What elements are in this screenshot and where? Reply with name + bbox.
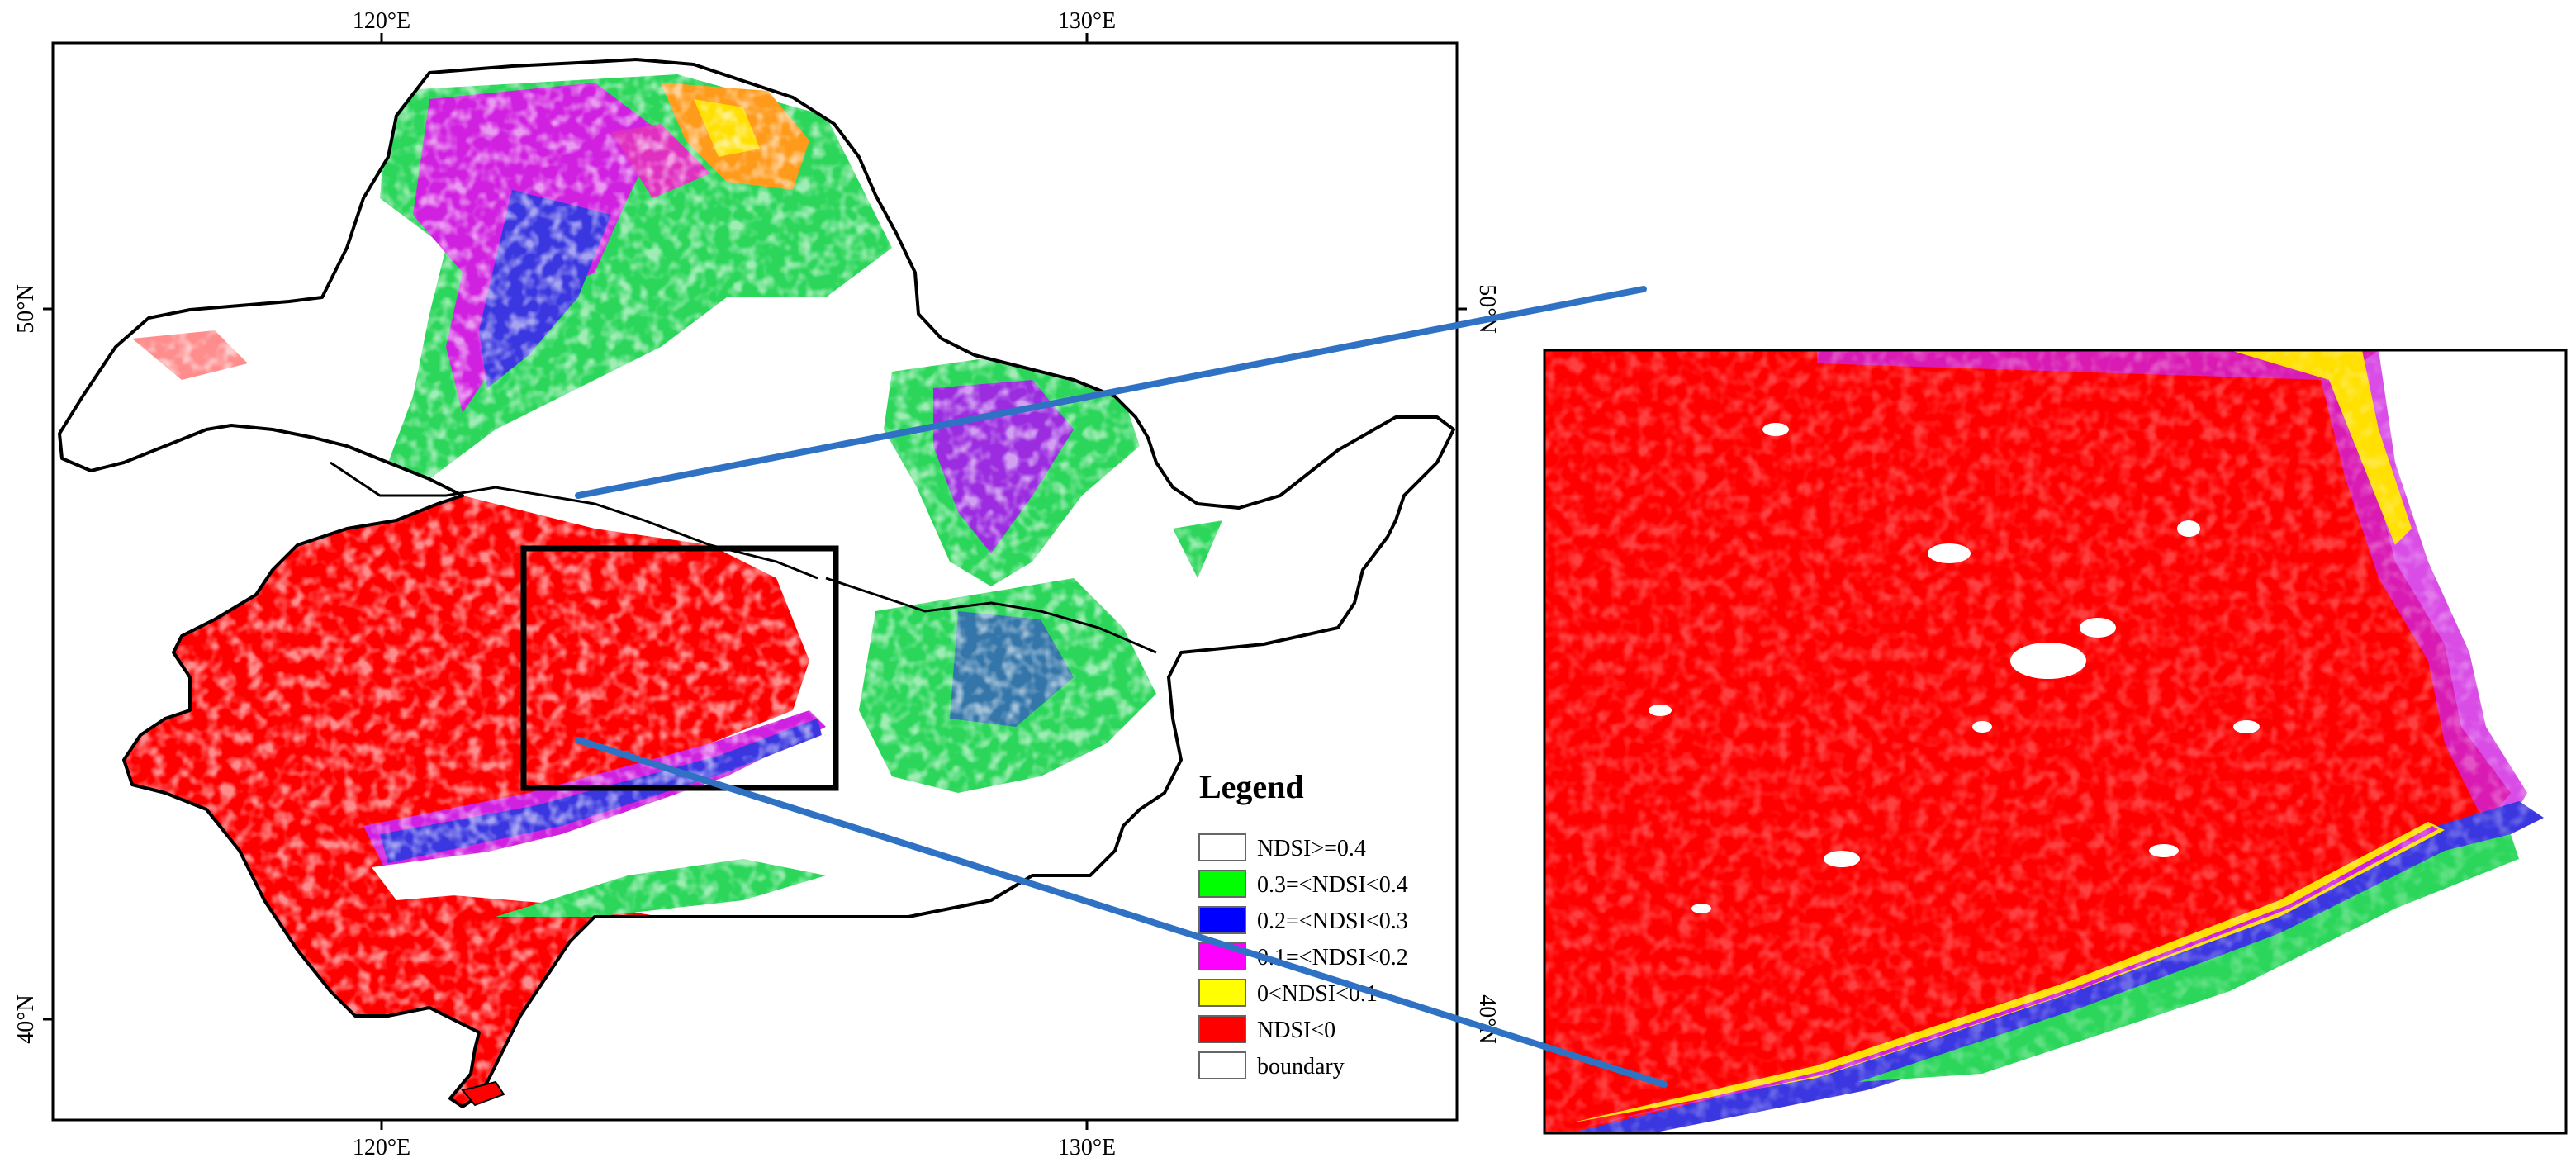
zoom-box bbox=[520, 545, 839, 791]
legend-swatch bbox=[1198, 1015, 1246, 1043]
internal-boundary bbox=[330, 461, 818, 580]
right-label-40n: 40°N bbox=[1474, 994, 1500, 1043]
callout-line-lower bbox=[575, 737, 1668, 1088]
island bbox=[461, 1080, 505, 1107]
legend-label: NDSI>=0.4 bbox=[1257, 836, 1366, 861]
inset-map bbox=[1543, 349, 2568, 1135]
right-label-50n: 50°N bbox=[1474, 284, 1500, 333]
legend-swatch bbox=[1198, 1051, 1246, 1079]
legend-title: Legend bbox=[1199, 768, 1304, 805]
legend-label: NDSI<0 bbox=[1257, 1018, 1335, 1043]
legend-swatch bbox=[1198, 870, 1246, 898]
bottom-label-130e: 130°E bbox=[1058, 1135, 1116, 1160]
legend-label: 0.3=<NDSI<0.4 bbox=[1257, 872, 1408, 898]
top-label-130e: 130°E bbox=[1058, 8, 1116, 34]
legend: Legend NDSI>=0.4 0.3=<NDSI<0.4 0.2=<NDSI<0… bbox=[1198, 768, 1408, 1079]
callout-line-upper bbox=[575, 286, 1647, 499]
bottom-label-120e: 120°E bbox=[353, 1135, 410, 1160]
legend-label: 0.2=<NDSI<0.3 bbox=[1257, 909, 1408, 934]
province-boundary bbox=[58, 58, 1455, 1108]
top-label-120e: 120°E bbox=[353, 8, 410, 34]
left-label-50n: 50°N bbox=[13, 284, 39, 333]
internal-boundary-east bbox=[825, 577, 1157, 654]
legend-label: boundary bbox=[1257, 1054, 1345, 1079]
legend-swatch bbox=[1198, 833, 1246, 861]
left-label-40n: 40°N bbox=[13, 994, 39, 1043]
legend-swatch bbox=[1198, 979, 1246, 1007]
legend-swatch bbox=[1198, 906, 1246, 934]
inset-frame bbox=[1543, 349, 2568, 1135]
legend-label: 0.1=<NDSI<0.2 bbox=[1257, 945, 1408, 970]
